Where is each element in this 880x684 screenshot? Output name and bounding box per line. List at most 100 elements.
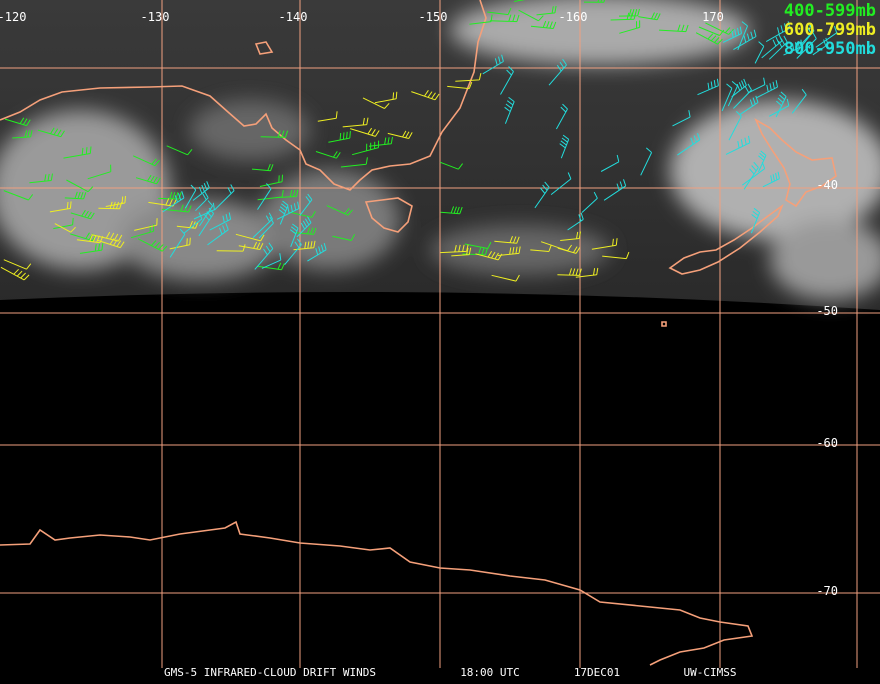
wind-barb (600, 154, 620, 172)
wind-barb (257, 262, 285, 271)
wind-barb (12, 129, 33, 139)
wind-barb (148, 198, 177, 207)
longitude-label: -150 (419, 10, 448, 24)
longitude-label: 170 (702, 10, 724, 24)
latitude-label: -70 (816, 584, 838, 598)
wind-barb (387, 130, 413, 139)
wind-barb (3, 190, 34, 201)
wind-barb (540, 241, 573, 252)
wind-barb (259, 174, 283, 187)
legend-entry: 800-950mb (784, 39, 876, 59)
wind-barb (275, 189, 299, 199)
wind-barb (299, 193, 313, 216)
wind-barb (756, 80, 778, 99)
wind-barb (260, 130, 289, 138)
wind-barb (791, 88, 807, 114)
wind-barb (739, 95, 759, 116)
wind-barb (758, 150, 767, 173)
wind-barb (3, 259, 32, 270)
wind-barb (276, 201, 300, 220)
wind-barb (411, 90, 440, 101)
wind-barb (487, 7, 512, 16)
wind-barb (768, 35, 788, 60)
wind-barb (53, 217, 74, 230)
wind-barb (659, 24, 689, 33)
wind-barb (534, 181, 550, 209)
wind-barb (326, 205, 353, 216)
wind-barb (677, 133, 701, 156)
wind-barb (257, 183, 272, 210)
wind-barb (214, 184, 235, 211)
antarctica-coast (0, 520, 754, 666)
wind-barb (169, 237, 191, 250)
wind-barbs (0, 0, 838, 282)
wind-barb (440, 244, 469, 254)
wind-barb (216, 244, 246, 252)
wind-barb (307, 242, 327, 262)
wind-barb (638, 12, 661, 21)
wind-barb (722, 26, 742, 43)
wind-barb (209, 212, 232, 231)
wind-barb (560, 231, 581, 241)
wind-barb (695, 32, 723, 45)
wind-barb (733, 29, 757, 51)
wind-barb (747, 77, 766, 94)
wind-barb (721, 83, 733, 112)
coastlines (0, 0, 837, 666)
wind-barb (610, 12, 637, 21)
longitude-label: -160 (559, 10, 588, 24)
wind-barb (469, 14, 493, 25)
wind-barb (559, 134, 570, 159)
wind-barb (374, 91, 398, 104)
wind-barb (63, 146, 92, 159)
wind-barb (697, 78, 719, 96)
wind-barb (728, 111, 742, 141)
wind-barb (548, 58, 567, 86)
longitude-label: -140 (279, 10, 308, 24)
wind-barb (640, 147, 653, 176)
wind-barb (815, 26, 838, 48)
wind-barb (97, 238, 125, 249)
footer-text: 18:00 UTC (460, 666, 520, 679)
wind-barb (54, 223, 76, 233)
wind-barb (37, 127, 65, 138)
wind-barb (750, 207, 761, 234)
wind-barb (198, 207, 215, 237)
wind-barb (284, 238, 302, 266)
wind-barb (293, 240, 316, 251)
wind-barb (192, 181, 210, 201)
wind-barb (64, 191, 87, 200)
new-zealand-south (668, 203, 784, 275)
wind-barb (583, 0, 606, 3)
wind-barb (575, 267, 599, 278)
wind-barb (497, 246, 521, 256)
wind-barb (555, 103, 568, 130)
australia-coast (0, 0, 487, 191)
wind-barb (315, 151, 341, 159)
wind-barb (783, 39, 803, 56)
wind-barb (289, 223, 299, 247)
wind-barb (733, 83, 752, 109)
latitude-label: -50 (816, 304, 838, 318)
kangaroo-island (254, 41, 274, 55)
wind-barb (4, 117, 31, 127)
wind-barb (135, 174, 161, 185)
wind-barb (731, 78, 747, 98)
wind-barb (328, 131, 351, 143)
wind-barb (76, 234, 104, 244)
wind-barb (475, 250, 503, 261)
wind-barb (725, 135, 751, 155)
wind-barb (754, 41, 765, 64)
footer-text: UW-CIMSS (684, 666, 737, 679)
latitude-label: -40 (816, 178, 838, 192)
wind-barb (557, 268, 582, 276)
wind-barb (296, 216, 312, 238)
wind-barb (797, 24, 815, 52)
wind-barb (293, 227, 317, 235)
wind-barb (765, 21, 791, 43)
latitude-label: -60 (816, 436, 838, 450)
wind-barb (183, 212, 203, 234)
wind-barb (70, 209, 95, 220)
